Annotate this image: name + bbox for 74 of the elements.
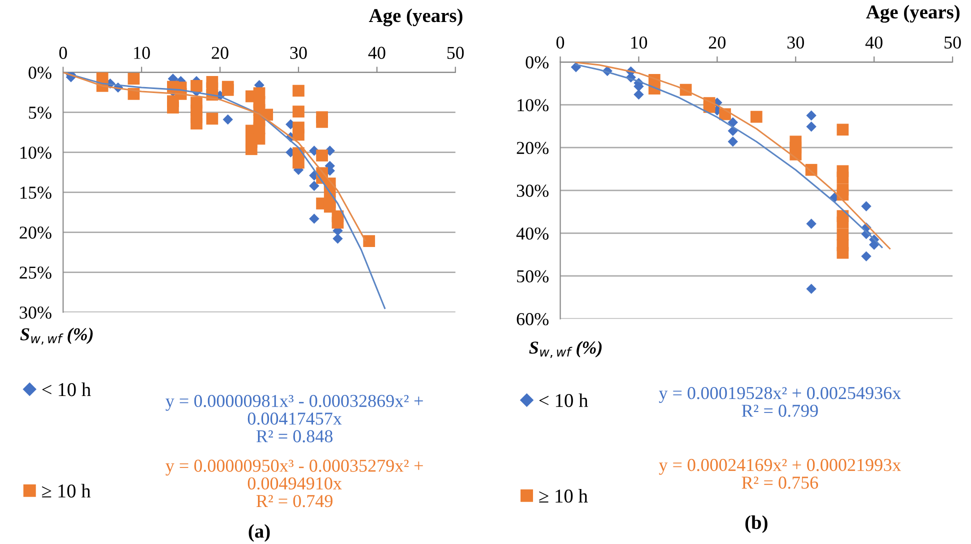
point (806, 218, 816, 229)
y-tick-label: 0% (28, 66, 52, 79)
text: (a) (248, 524, 270, 542)
y-tick-label: 5% (28, 106, 52, 119)
y-tick-label: 50% (517, 270, 549, 282)
x-tick-label: 50 (944, 36, 961, 49)
x-axis-title: Age (years) (368, 8, 462, 26)
y-tick-label: 25% (20, 266, 52, 279)
point (332, 216, 344, 229)
y-tick-label: 10% (518, 99, 549, 112)
legend-label: ≥ 10 h (539, 488, 588, 503)
text: y = 0.00019528x² + 0.00254936x R² = 0.799 (658, 386, 901, 417)
x-tick-label: 40 (368, 46, 386, 59)
y-axis-title: S$_{w,wf}$ (%) (529, 341, 602, 358)
point (222, 84, 234, 96)
point (728, 136, 738, 147)
x-tick-label: 10 (631, 36, 648, 49)
point (836, 172, 849, 184)
point (222, 114, 233, 125)
point (836, 124, 849, 136)
point (750, 110, 762, 123)
point (316, 150, 328, 162)
point (292, 106, 304, 118)
y-tick-label: 60% (516, 313, 549, 326)
point (128, 72, 140, 85)
point (836, 246, 849, 259)
point (861, 201, 872, 212)
point (206, 112, 218, 125)
legend-label: < 10 h (539, 393, 588, 408)
point (861, 251, 872, 262)
legend-label: < 10 h (42, 382, 91, 396)
point (292, 84, 304, 97)
text: (b) (745, 515, 768, 534)
y-tick-label: 10% (20, 146, 52, 159)
y-tick-label: 0% (526, 56, 549, 69)
y-tick-label: 40% (516, 227, 549, 240)
point (309, 180, 320, 192)
x-tick-label: 30 (787, 36, 804, 49)
point (332, 234, 343, 244)
point (806, 122, 816, 132)
y-tick-label: 20% (20, 226, 52, 239)
y-tick-label: 30% (516, 184, 549, 197)
y-tick-label: 30% (20, 306, 52, 319)
text: y = 0.00024169x² + 0.00021993x R² = 0.756 (658, 458, 901, 489)
point (806, 284, 816, 294)
x-axis-title: Age (years) (866, 4, 960, 23)
point (836, 216, 849, 228)
point (292, 156, 304, 169)
point (190, 80, 202, 92)
x-tick-label: 40 (865, 36, 882, 49)
point (190, 118, 202, 130)
legend-label: ≥ 10 h (42, 484, 91, 498)
point (806, 110, 816, 121)
point (167, 102, 179, 114)
point (316, 116, 328, 128)
y-tick-label: 15% (20, 186, 52, 199)
text: y = 0.00000950x³ - 0.00035279x² + 0.00494910x R² = 0.749 (166, 460, 423, 508)
x-tick-label: 0 (59, 46, 67, 59)
y-axis-title: S$_{w,wf}$ (%) (20, 328, 93, 345)
point (324, 200, 336, 213)
point (292, 128, 304, 141)
point (728, 117, 738, 128)
point (634, 89, 644, 100)
y-tick-label: 20% (516, 142, 549, 154)
text: y = 0.00000981x³ - 0.00032869x² + 0.00417457x R² = 0.848 (166, 394, 423, 442)
x-tick-label: 20 (212, 46, 228, 59)
point (309, 214, 320, 224)
x-tick-label: 10 (134, 46, 150, 59)
point (363, 235, 376, 248)
x-tick-label: 0 (556, 36, 564, 49)
x-tick-label: 50 (447, 46, 464, 59)
x-tick-label: 20 (708, 36, 726, 49)
x-tick-label: 30 (290, 46, 307, 59)
point (245, 143, 258, 156)
